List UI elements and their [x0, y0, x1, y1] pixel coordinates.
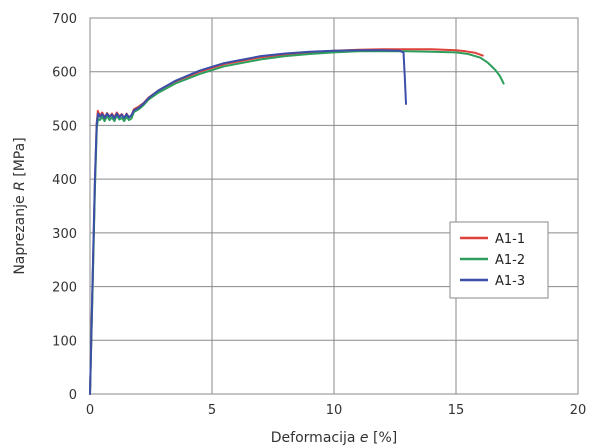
x-tick-label: 10: [326, 403, 343, 418]
y-tick-label: 600: [52, 66, 77, 81]
y-tick-label: 700: [52, 12, 77, 27]
y-tick-label: 200: [52, 281, 77, 296]
grid: [89, 17, 579, 395]
series-lines: [89, 48, 505, 395]
legend-label-a1-3: A1-3: [495, 274, 525, 289]
x-tick-label: 20: [570, 403, 587, 418]
y-tick-label: 500: [52, 119, 77, 134]
legend-label-a1-1: A1-1: [495, 232, 525, 247]
x-axis-title: Deformacija e [%]: [271, 430, 397, 446]
x-tick-label: 0: [86, 403, 94, 418]
y-tick-label: 300: [52, 227, 77, 242]
y-tick-label: 100: [52, 334, 77, 349]
series-line-a1-1: [89, 48, 484, 395]
x-tick-label: 15: [448, 403, 465, 418]
x-tick-label: 5: [208, 403, 216, 418]
legend-label-a1-2: A1-2: [495, 253, 525, 268]
legend: A1-1 A1-2 A1-3: [449, 221, 549, 299]
y-tick-label: 0: [69, 388, 77, 403]
series-line-a1-3: [89, 49, 407, 395]
y-axis-title: Naprezanje R [MPa]: [12, 137, 28, 274]
plot-frame: [89, 17, 579, 395]
series-line-a1-2: [89, 50, 505, 395]
y-tick-label: 400: [52, 173, 77, 188]
